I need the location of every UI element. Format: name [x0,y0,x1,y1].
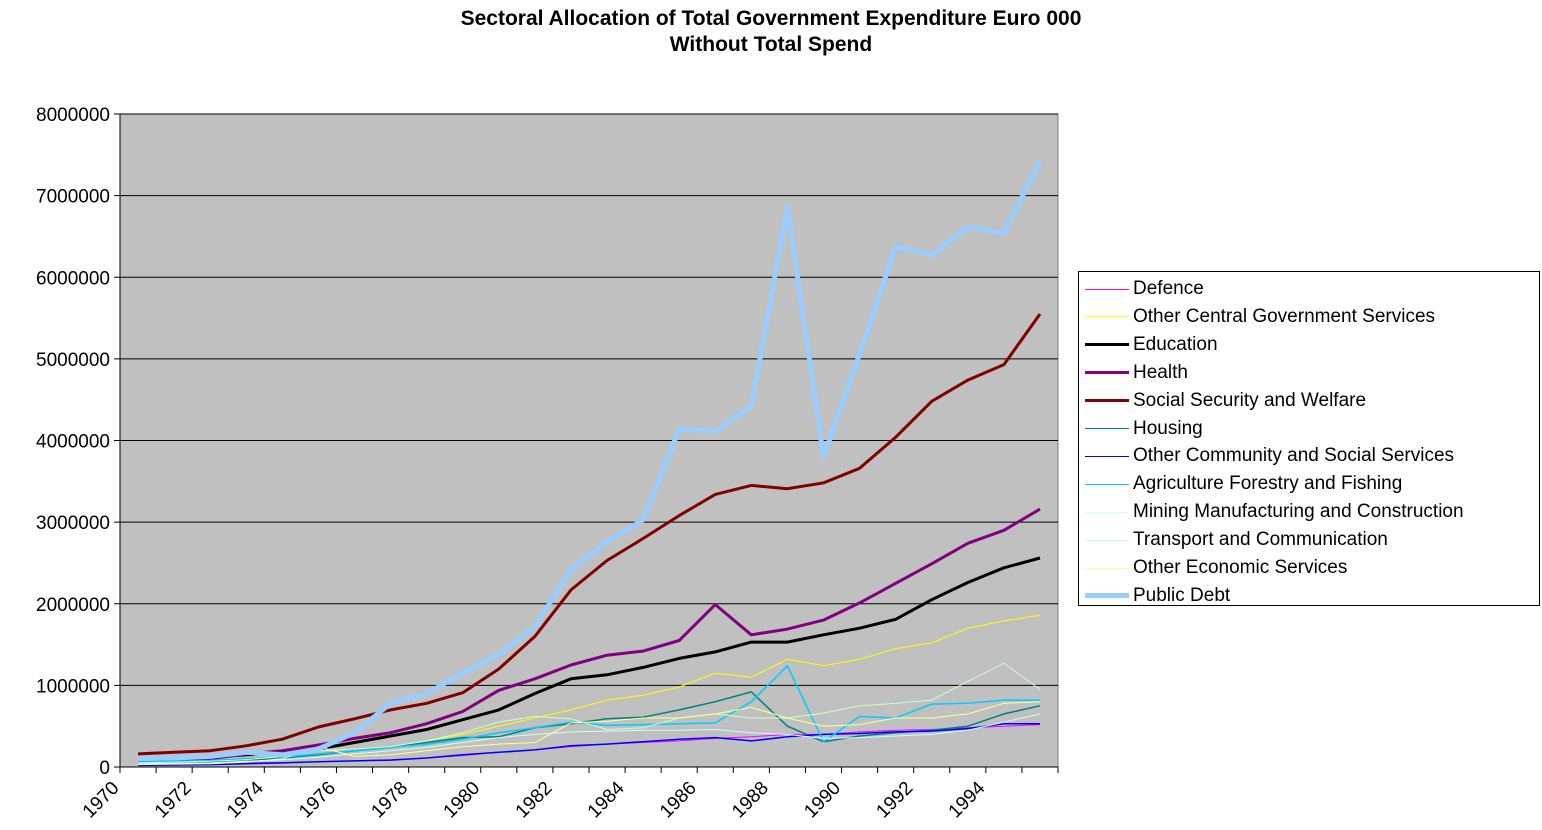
y-tick-label: 8000000 [36,105,110,126]
y-tick-label: 2000000 [36,595,110,616]
x-tick-label: 1988 [728,778,773,823]
series-line-housing [137,691,1041,764]
y-tick-label: 7000000 [36,187,110,208]
legend-item: Housing [1085,416,1203,442]
series-line-health [137,507,1041,763]
legend-item: Transport and Communication [1085,527,1388,553]
legend-swatch [1085,539,1129,541]
x-tick-label: 1986 [656,778,701,823]
y-tick-label: 6000000 [36,268,110,289]
chart-legend: Defence Other Central Government Services… [1078,271,1540,606]
legend-swatch [1085,483,1129,485]
x-tick-label: 1982 [512,778,557,823]
legend-item: Social Security and Welfare [1085,388,1366,414]
legend-label: Housing [1133,417,1203,439]
chart-title: Sectoral Allocation of Total Government … [460,7,1082,30]
legend-label: Health [1133,361,1188,383]
x-tick-label: 1984 [584,777,629,822]
legend-label: Other Economic Services [1133,557,1348,578]
x-tick-label: 1994 [945,777,990,822]
x-tick-label: 1980 [440,778,485,823]
chart-subtitle: Without Total Spend [669,33,873,56]
y-tick-label: 3000000 [36,513,110,534]
legend-label: Other Central Government Services [1133,305,1436,327]
legend-swatch [1085,567,1129,569]
legend-label: Defence [1133,278,1204,299]
x-tick-label: 1978 [367,778,412,823]
legend-label: Other Community and Social Services [1133,445,1455,467]
legend-label: Public Debt [1133,584,1231,606]
legend-swatch [1085,288,1129,290]
legend-label: Transport and Communication [1133,529,1388,551]
series-line-other-economic-services [137,701,1041,766]
series-line-social-security-and-welfare [137,313,1042,756]
legend-item: Agriculture Forestry and Fishing [1085,471,1402,497]
y-tick-label: 1000000 [36,676,110,697]
x-tick-label: 1970 [79,778,124,823]
x-tick-label: 1992 [872,778,917,823]
legend-swatch [1085,371,1129,375]
legend-item: Other Central Government Services [1085,304,1435,330]
legend-label: Education [1133,333,1218,355]
legend-item: Mining Manufacturing and Construction [1085,499,1464,525]
x-tick-label: 1972 [151,778,196,823]
legend-label: Mining Manufacturing and Construction [1133,501,1464,523]
series-line-public-debt [137,159,1043,762]
x-tick-label: 1976 [295,778,340,823]
legend-item: Education [1085,332,1218,358]
legend-swatch [1085,593,1129,599]
legend-swatch [1085,428,1129,429]
legend-swatch [1085,399,1129,403]
legend-swatch [1085,343,1129,347]
series-line-other-community-and-social-services [137,722,1040,767]
series-line-mining-manufacturing-and-construction [137,713,1041,765]
legend-swatch [1085,455,1129,457]
x-tick-label: 1990 [800,778,845,823]
legend-item: Public Debt [1085,583,1230,609]
chart-title-block: Sectoral Allocation of Total Government … [0,6,1542,58]
legend-label: Social Security and Welfare [1133,389,1367,411]
legend-swatch [1085,316,1129,318]
legend-item: Defence [1085,276,1204,302]
x-tick-label: 1974 [223,777,268,822]
legend-swatch [1085,511,1129,513]
legend-item: Other Economic Services [1085,555,1347,581]
legend-item: Health [1085,360,1188,386]
y-tick-label: 0 [99,758,110,779]
y-tick-label: 5000000 [36,350,110,371]
legend-item: Other Community and Social Services [1085,443,1454,469]
legend-label: Agriculture Forestry and Fishing [1133,473,1403,495]
y-tick-label: 4000000 [36,432,110,453]
